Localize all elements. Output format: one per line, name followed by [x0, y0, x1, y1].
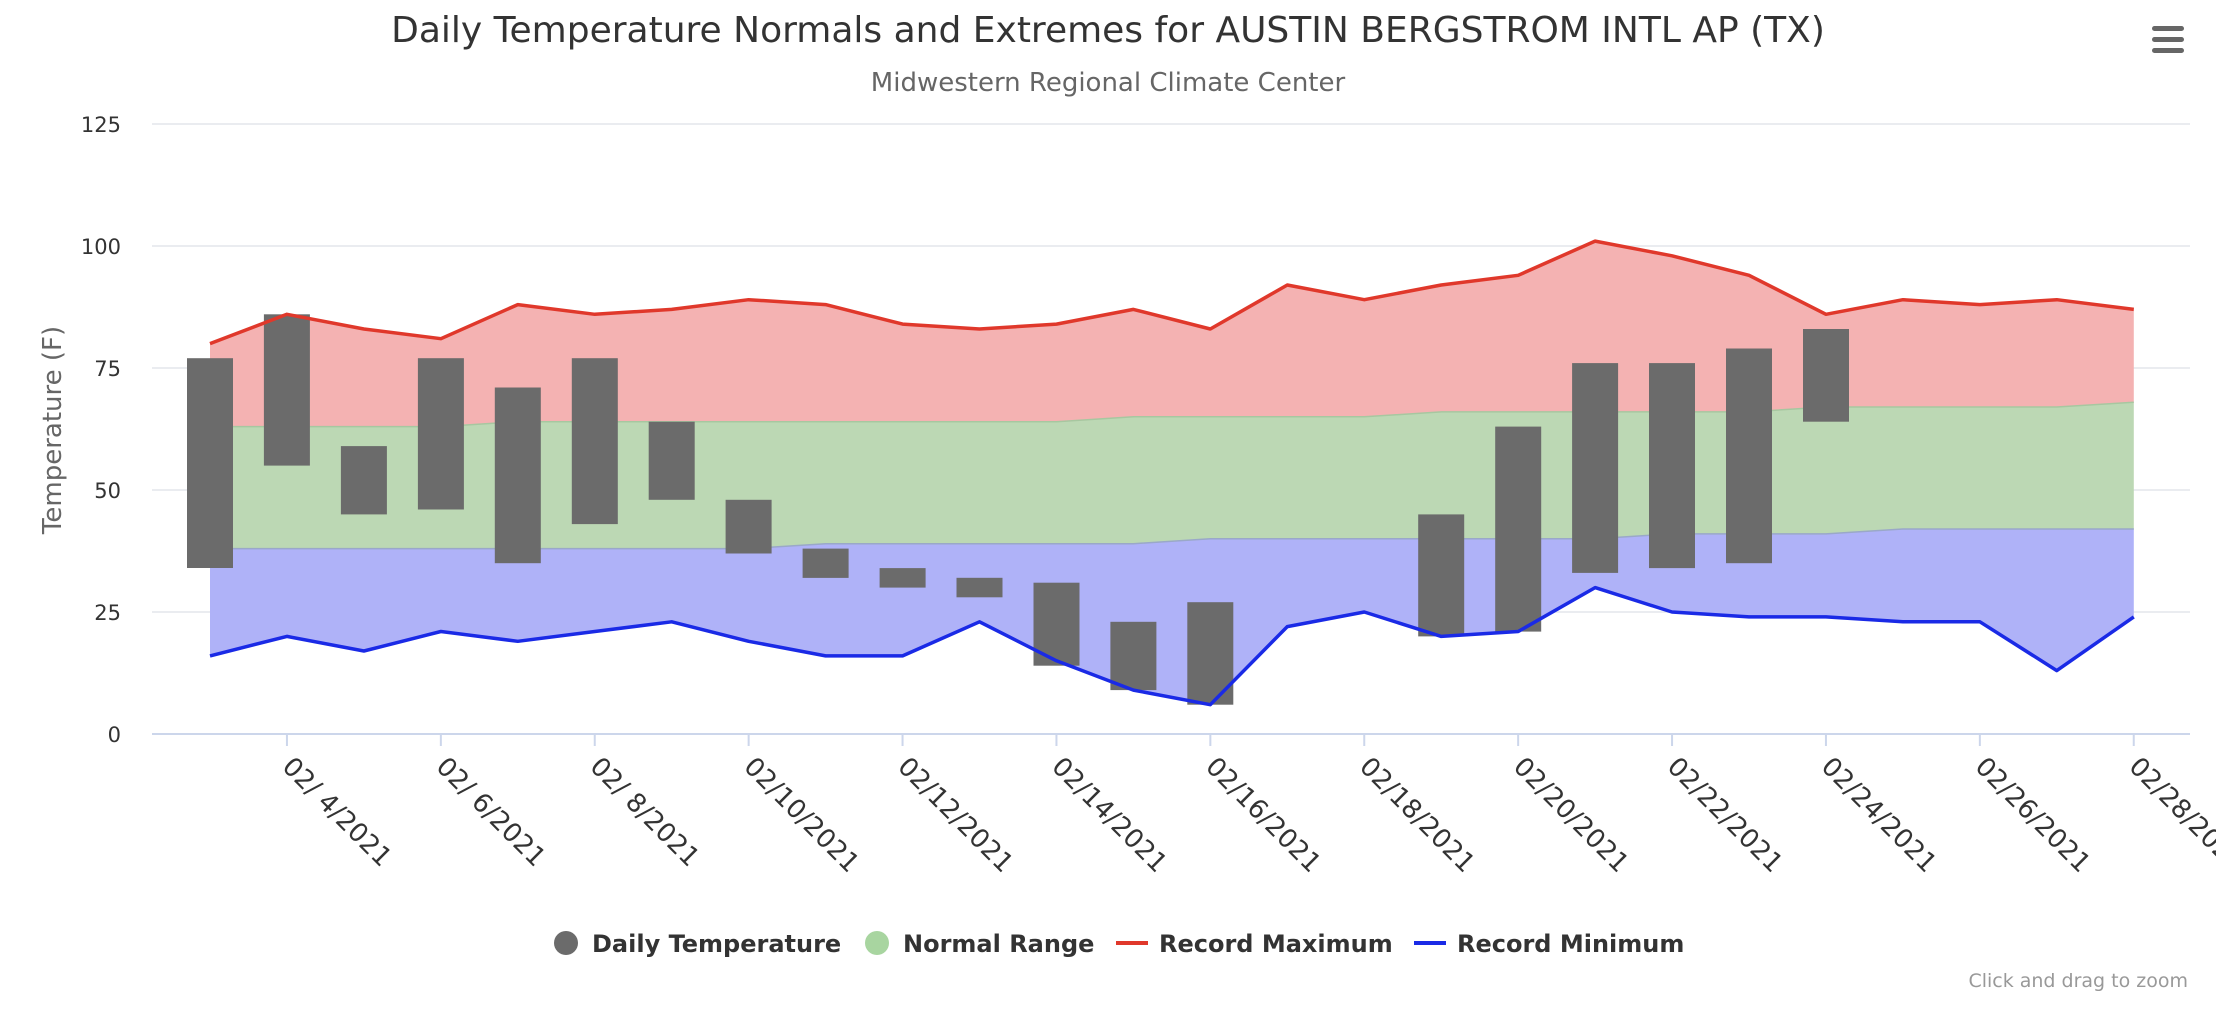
legend-label: Normal Range: [903, 930, 1094, 958]
x-tick-label: 02/10/2021: [738, 752, 865, 879]
y-tick-label: 0: [108, 723, 121, 747]
daily-temperature-bar[interactable]: [879, 568, 926, 588]
text-layer: Daily Temperature Normals and Extremes f…: [38, 10, 1825, 535]
daily-temperature-bar[interactable]: [1803, 329, 1849, 422]
x-tick-label: 02/28/2021: [2123, 752, 2216, 879]
x-tick-label: 02/ 6/2021: [430, 752, 551, 873]
daily-temperature-bar[interactable]: [1572, 363, 1619, 573]
zoom-hint: Click and drag to zoom: [1968, 970, 2188, 992]
legend-item[interactable]: Record Minimum: [1414, 930, 1684, 958]
hamburger-menu-icon: [2152, 26, 2184, 31]
legend-label: Record Maximum: [1159, 930, 1393, 958]
chart-menu-button[interactable]: [2146, 20, 2190, 60]
x-tick-label: 02/16/2021: [1199, 752, 1326, 879]
legend-label: Daily Temperature: [592, 930, 841, 958]
x-tick-label: 02/ 4/2021: [276, 752, 397, 873]
legend-label: Record Minimum: [1457, 930, 1684, 958]
daily-temperature-bar[interactable]: [1110, 621, 1157, 691]
daily-temperature-bar[interactable]: [187, 358, 233, 568]
hamburger-menu-icon-bar: [2152, 37, 2184, 42]
line-layer[interactable]: [209, 239, 2135, 707]
daily-temperature-bar[interactable]: [1418, 514, 1465, 637]
daily-temperature-bar[interactable]: [340, 446, 387, 515]
x-tick-label: 02/18/2021: [1353, 752, 1480, 879]
record-minimum-line[interactable]: [209, 585, 2135, 707]
legend: Daily Temperature Normal Range Record Maxi…: [554, 930, 1684, 958]
record-maximum-line[interactable]: [209, 239, 2135, 346]
daily-temperature-bar[interactable]: [571, 358, 618, 525]
hamburger-menu-icon-bar: [2152, 48, 2184, 53]
y-tick-label: 25: [94, 601, 121, 625]
chart-title: Daily Temperature Normals and Extremes f…: [391, 10, 1825, 51]
y-tick-label: 75: [94, 357, 121, 381]
legend-item[interactable]: Normal Range: [865, 930, 1094, 958]
y-tick-label: 100: [81, 235, 121, 259]
bar-layer[interactable]: [187, 314, 1849, 705]
y-tick-label: 50: [94, 479, 121, 503]
daily-temperature-bar[interactable]: [494, 387, 541, 564]
daily-temperature-bar[interactable]: [263, 314, 310, 466]
y-tick-label: 125: [81, 113, 121, 137]
legend-item[interactable]: Record Maximum: [1116, 930, 1393, 958]
daily-temperature-bar[interactable]: [1649, 363, 1695, 569]
daily-temperature-bar[interactable]: [956, 577, 1003, 598]
daily-temperature-bar[interactable]: [1726, 348, 1772, 564]
y-axis-title: Temperature (F): [38, 326, 68, 535]
chart-subtitle: Midwestern Regional Climate Center: [871, 68, 1346, 98]
x-tick-label: 02/22/2021: [1661, 752, 1788, 879]
daily-temperature-bar[interactable]: [725, 499, 772, 554]
x-tick-label: 02/ 8/2021: [584, 752, 705, 873]
daily-temperature-bar[interactable]: [648, 421, 695, 500]
daily-temperature-bar[interactable]: [1495, 426, 1542, 632]
x-tick-label: 02/14/2021: [1046, 752, 1173, 879]
legend-marker: [554, 931, 578, 955]
x-tick-label: 02/20/2021: [1507, 752, 1634, 879]
x-tick-label: 02/24/2021: [1815, 752, 1942, 879]
daily-temperature-bar[interactable]: [417, 358, 464, 510]
legend-marker: [865, 931, 889, 955]
x-tick-label: 02/12/2021: [892, 752, 1019, 879]
legend-item[interactable]: Daily Temperature: [554, 930, 841, 958]
daily-temperature-bar[interactable]: [802, 548, 849, 578]
record-min-area: [210, 529, 2134, 705]
x-tick-label: 02/26/2021: [1969, 752, 2096, 879]
